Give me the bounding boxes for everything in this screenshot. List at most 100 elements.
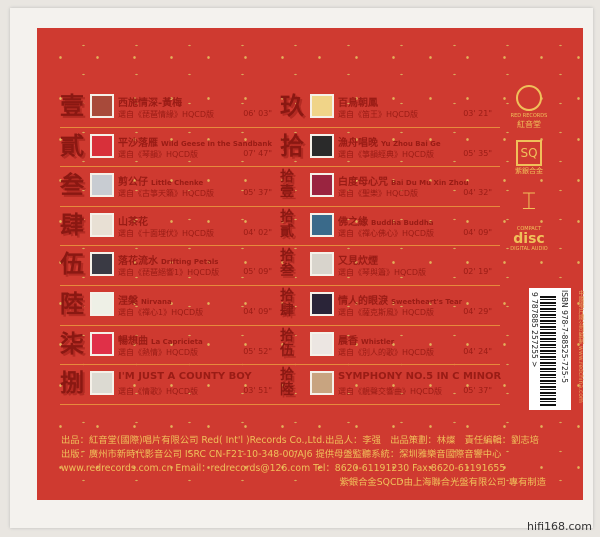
track-title: 落花流水 Drifting Petals: [118, 252, 218, 267]
album-thumbnail: [90, 291, 114, 316]
credits-line: 紫銀合金SQCD由上海聯合光盤有限公司 專有制造: [339, 477, 546, 488]
track-duration: 04' 24": [463, 346, 492, 356]
album-thumbnail: [310, 291, 334, 316]
track-source: 選自《薩克斯風》HQCD版: [338, 307, 435, 317]
album-thumbnail: [310, 133, 334, 158]
track-duration: 04' 09": [463, 227, 492, 237]
track-row: 叁 剪公仔 Little Chenke 選自《古箏天籟》HQCD版 05' 37": [60, 167, 280, 207]
track-row: 伍 落花流水 Drifting Petals 選自《琵琶絕響1》HQCD版 05'…: [60, 246, 280, 286]
track-duration: 06' 03": [243, 109, 272, 118]
tracklist-left: 壹 西施情深-黃梅 選自《琵琶情緣》HQCD版 06' 03" 貳 平沙落雁 Wil…: [60, 88, 280, 405]
track-duration: 04' 32": [463, 188, 492, 198]
track-source: 選自《古箏天籟》HQCD版: [118, 189, 215, 199]
track-title-cn: 又見炊煙: [338, 256, 378, 268]
watermark: hifi168.com: [527, 520, 592, 533]
logos: RED RECORDS 紅音堂 SQ 紫銀合金 ⌶ COMPACT disc DI…: [507, 85, 551, 262]
isbn-text: ISBN 978-7-88525-725-5: [560, 290, 569, 383]
track-row: 拾伍 晨香 Whistler 選自《別人的歌》HQCD版 04' 24": [280, 326, 500, 366]
track-source: 選自《情歌》HQCD版: [118, 387, 199, 397]
track-duration: 05' 35": [463, 148, 492, 158]
track-number: 拾貳: [280, 208, 294, 240]
track-duration: 05' 52": [243, 346, 272, 356]
track-title-en: Whistler: [361, 337, 395, 346]
compact-disc-logo: COMPACT disc DIGITAL AUDIO: [510, 226, 548, 252]
emblem-logo: ⌶: [521, 187, 537, 215]
track-row: 拾陸 SYMPHONY NO.5 IN C MINOR 選自《靚聲交響曲》HQC…: [280, 365, 501, 405]
track-title: 漁舟唱晚 Yu Zhou Bai Ge: [338, 134, 441, 149]
credits: 出品：紅音堂(國際)唱片有限公司 Red( Int'l )Records Co.…: [61, 434, 546, 490]
track-title-cn: 百鳥朝鳳: [338, 98, 378, 109]
track-title: 西施情深-黃梅: [118, 94, 185, 109]
album-thumbnail: [310, 331, 334, 356]
track-title: 涅槃 Nirvana: [118, 292, 172, 307]
track-duration: 07' 47": [243, 148, 272, 158]
album-thumbnail: [90, 133, 114, 158]
track-source: 選自《聖樂》HQCD版: [338, 189, 419, 199]
track-title-cn: 佛之緣: [338, 216, 368, 228]
track-duration: 05' 37": [243, 188, 272, 198]
track-title-en: Nirvana: [141, 297, 172, 306]
track-title: 剪公仔 Little Chenke: [118, 173, 203, 188]
track-title: 情人的眼淚 Sweetheart's Tear: [338, 292, 462, 307]
track-title: 晨香 Whistler: [338, 332, 394, 347]
credits-line: 出品：紅音堂(國際)唱片有限公司 Red( Int'l )Records Co.…: [61, 435, 539, 446]
track-title-en: Buddha Buddha: [371, 218, 434, 227]
track-row: 拾肆 情人的眼淚 Sweetheart's Tear 選自《薩克斯風》HQCD版 …: [280, 286, 500, 326]
track-duration: 03' 51": [243, 386, 272, 396]
track-number: 柒: [60, 328, 84, 358]
track-title-cn: 晨香: [338, 335, 358, 347]
track-number: 貳: [60, 130, 84, 160]
track-number: 叁: [60, 170, 84, 200]
track-number: 陸: [60, 288, 84, 318]
red-records-logo: RED RECORDS 紅音堂: [507, 85, 551, 130]
track-source: 選自《琴與簫》HQCD版: [338, 268, 427, 278]
track-source: 選自《琵琶情緣》HQCD版: [118, 110, 215, 119]
track-row: 拾壹 白度母心咒 Bai Du Mu Xin Zhou 選自《聖樂》HQCD版 0…: [280, 167, 500, 207]
track-row: 壹 西施情深-黃梅 選自《琵琶情緣》HQCD版 06' 03": [60, 88, 280, 128]
track-title-cn: 山茶花: [118, 216, 148, 228]
track-title-en: Sweetheart's Tear: [391, 297, 463, 306]
album-thumbnail: [90, 252, 114, 277]
track-number: 拾陸: [280, 367, 294, 399]
track-row: 拾叁 又見炊煙 選自《琴與簫》HQCD版 02' 19": [280, 246, 500, 286]
album-thumbnail: [310, 212, 334, 237]
track-title-en: Little Chenke: [151, 179, 204, 188]
track-title-en: Drifting Petals: [161, 258, 219, 267]
track-row: 陸 涅槃 Nirvana 選自《禪心1》HQCD版 04' 09": [60, 286, 280, 326]
track-row: 肆 山茶花 選自《十面埋伏》HQCD版 04' 02": [60, 207, 280, 247]
track-row: 柒 暢想曲 La Capricieta 選自《熱情》HQCD版 05' 52": [60, 326, 280, 366]
track-source: 選自《箏韻經典》HQCD版: [338, 149, 435, 159]
track-row: 貳 平沙落雁 Wild Geese in the Sandbank 選自《琴韻》H…: [60, 128, 280, 168]
track-duration: 03' 21": [463, 109, 492, 118]
credits-line: 出版：廣州市新時代影音公司 ISRC CN-F21-10-348-00/AJ6 …: [61, 449, 502, 460]
side-text: 中國唱片總公司監制 www.redchina.com: [577, 290, 584, 403]
track-title-cn: 西施情深-黃梅: [118, 98, 183, 109]
track-title-cn: 涅槃: [118, 295, 138, 307]
track-number: 拾壹: [280, 169, 294, 201]
track-title-cn: 暢想曲: [118, 335, 148, 347]
track-title: 百鳥朝鳳: [338, 94, 381, 109]
track-title: 暢想曲 La Capricieta: [118, 332, 203, 347]
track-source: 選自《十面埋伏》HQCD版: [118, 228, 215, 238]
track-title-cn: 剪公仔: [118, 177, 148, 189]
track-duration: 05' 37": [463, 386, 492, 396]
track-source: 選自《熱情》HQCD版: [118, 347, 199, 357]
track-title: SYMPHONY NO.5 IN C MINOR: [338, 371, 504, 382]
track-source: 選自《靚聲交響曲》HQCD版: [338, 387, 443, 397]
track-title-en: Wild Geese in the Sandbank: [161, 139, 273, 148]
track-title-cn: 白度母心咒: [338, 177, 388, 189]
track-duration: 05' 09": [243, 267, 272, 277]
track-row: 捌 I'M JUST A COUNTY BOY 選自《情歌》HQCD版 03' …: [60, 365, 280, 405]
track-duration: 04' 29": [463, 306, 492, 316]
track-source: 選自《琴韻》HQCD版: [118, 149, 199, 159]
track-title-en: La Capricieta: [151, 337, 203, 346]
barcode-bars: [540, 296, 556, 406]
track-title: 又見炊煙: [338, 252, 381, 267]
album-thumbnail: [90, 212, 114, 237]
album-thumbnail: [90, 173, 114, 198]
track-title-cn: 情人的眼淚: [338, 295, 388, 307]
track-title-cn: 平沙落雁: [118, 137, 158, 149]
album-thumbnail: [310, 371, 334, 396]
track-number: 伍: [60, 249, 84, 279]
album-thumbnail: [310, 252, 334, 277]
